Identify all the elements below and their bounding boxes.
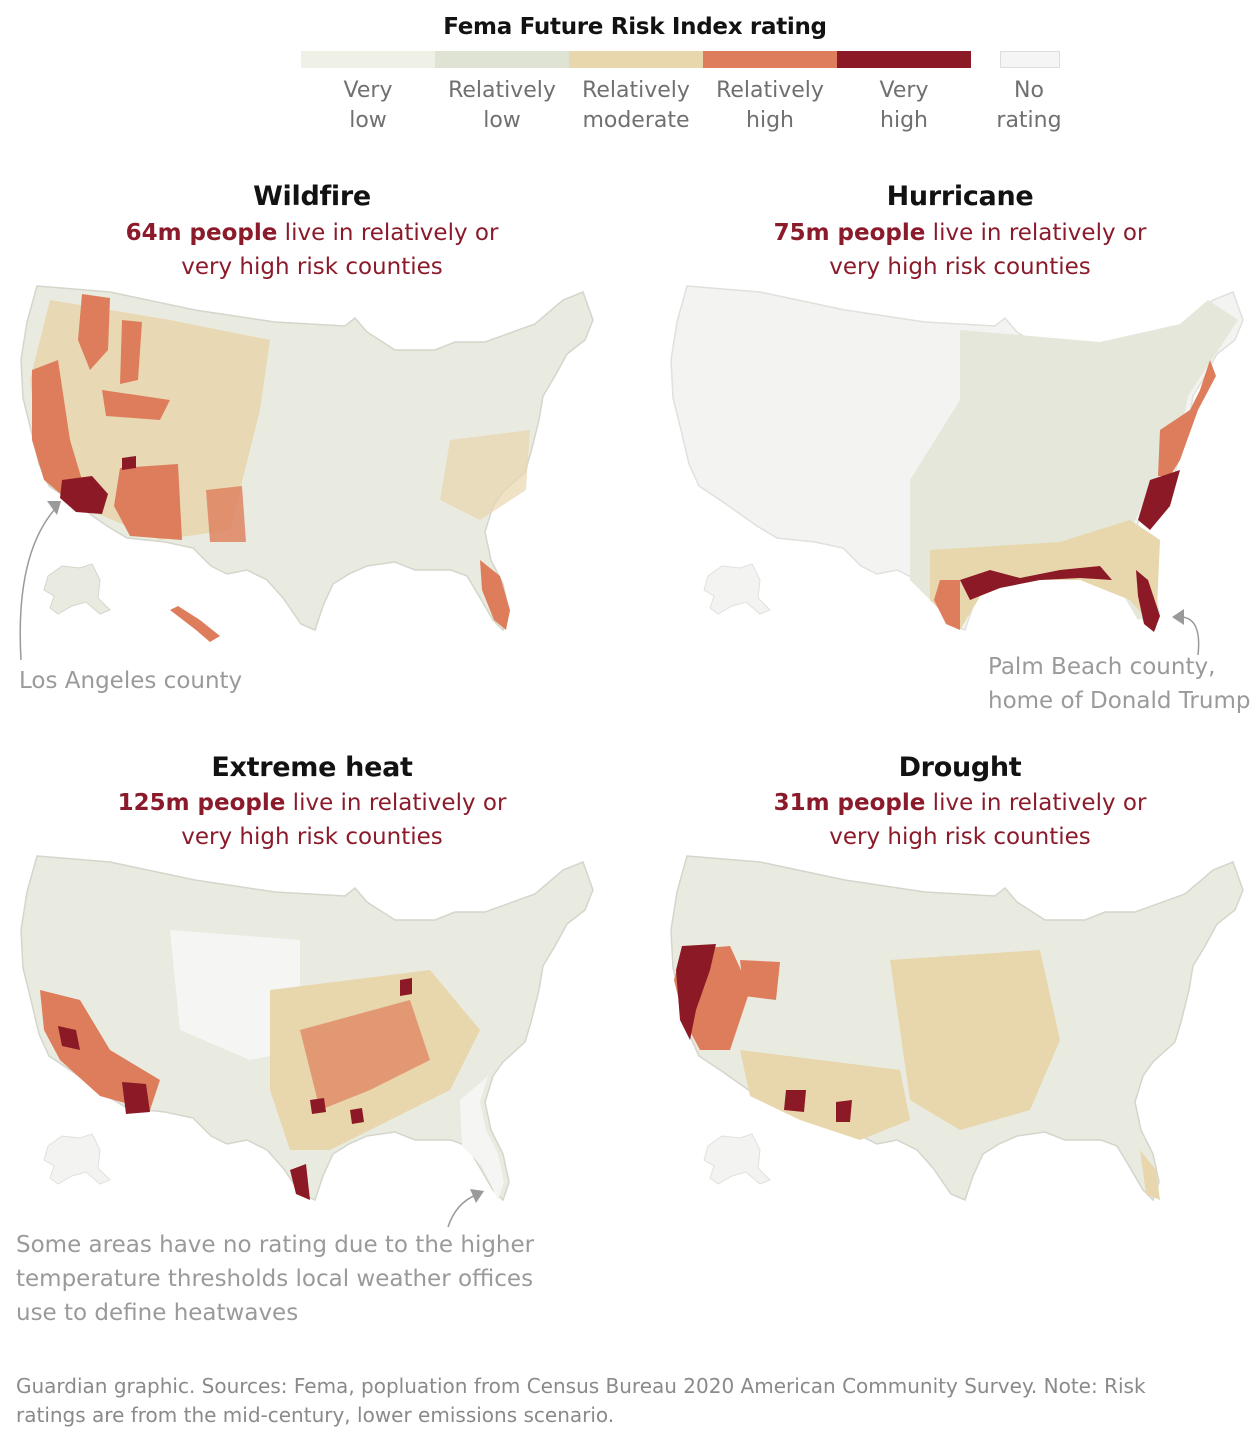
- texas-very-high: [290, 1164, 310, 1200]
- legend-swatch-relatively-high: [703, 51, 837, 68]
- heat-no-rating-annotation: Some areas have no rating due to the hig…: [16, 1232, 535, 1326]
- los-angeles-arrow: [19, 501, 61, 661]
- legend-label-relatively-high: Relatively high: [716, 78, 824, 133]
- wildfire-map: [20, 285, 594, 642]
- legend-label-relatively-low: Relatively low: [448, 78, 556, 133]
- nevada-high: [102, 390, 170, 420]
- carolina-coast-very-high: [1138, 470, 1180, 530]
- source-note: Guardian graphic. Sources: Fema, popluat…: [16, 1374, 1146, 1427]
- oregon-high: [78, 294, 110, 370]
- pacific-coast-high: [32, 360, 82, 500]
- arizona-very-high: [784, 1090, 806, 1112]
- central-high: [300, 1000, 430, 1110]
- extreme-heat-map: [20, 855, 594, 1201]
- appalachia-moderate: [440, 430, 530, 520]
- southwest-moderate: [740, 1050, 910, 1140]
- new-mexico-high: [206, 486, 246, 542]
- mountain-no-rating: [170, 930, 300, 1060]
- los-angeles-annotation: Los Angeles county: [19, 668, 243, 694]
- hurricane-map: [670, 285, 1244, 632]
- california-very-high: [58, 1026, 80, 1050]
- hawaii-shape: [170, 606, 220, 642]
- alaska-shape: [703, 1133, 771, 1185]
- arizona-high: [114, 464, 182, 540]
- utah-very-high: [122, 456, 136, 470]
- gulf-coast-very-high: [960, 566, 1112, 600]
- palm-beach-annotation: Palm Beach county, home of Donald Trump: [988, 654, 1251, 714]
- arizona-very-high: [122, 1082, 150, 1114]
- legend-swatch-very-low: [301, 51, 435, 68]
- hurricane-subtitle: 75m people live in relatively or very hi…: [773, 220, 1147, 280]
- legend-label-very-high: Very high: [879, 78, 929, 133]
- texas-very-high: [836, 1100, 852, 1122]
- atlantic-coast-high: [1158, 360, 1216, 476]
- california-high: [40, 990, 160, 1110]
- legend-swatch-no-rating: [1000, 51, 1060, 68]
- alaska-shape: [43, 1133, 111, 1185]
- legend-label-no-rating: No rating: [996, 78, 1062, 133]
- legend-title: Fema Future Risk Index rating: [443, 14, 827, 40]
- florida-high: [480, 560, 510, 630]
- extreme-heat-subtitle: 125m people live in relatively or very h…: [117, 790, 507, 850]
- drought-map: [670, 855, 1244, 1201]
- wildfire-title: Wildfire: [253, 181, 371, 212]
- california-very-high: [676, 944, 716, 1040]
- florida-moderate: [1140, 1150, 1160, 1200]
- legend-label-relatively-moderate: Relatively moderate: [582, 78, 690, 133]
- legend-label-very-low: Very low: [343, 78, 393, 133]
- extreme-heat-title: Extreme heat: [211, 752, 413, 783]
- palm-beach-arrow: [1172, 609, 1200, 656]
- midwest-very-high-dots: [310, 978, 412, 1124]
- legend-swatch-relatively-low: [435, 51, 569, 68]
- plains-moderate: [890, 950, 1060, 1130]
- wildfire-subtitle: 64m people live in relatively or very hi…: [125, 220, 499, 280]
- heat-no-rating-arrow: [447, 1189, 484, 1228]
- florida-no-rating: [460, 1076, 504, 1200]
- alaska-shape: [703, 563, 771, 615]
- texas-coast-high: [934, 580, 960, 630]
- drought-title: Drought: [898, 752, 1022, 783]
- palm-beach-county: [1136, 570, 1160, 632]
- drought-subtitle: 31m people live in relatively or very hi…: [773, 790, 1147, 850]
- legend-swatch-relatively-moderate: [569, 51, 703, 68]
- los-angeles-county: [60, 476, 108, 514]
- idaho-high: [120, 320, 142, 384]
- nevada-high: [740, 960, 780, 1000]
- legend-swatch-very-high: [837, 51, 971, 68]
- hurricane-title: Hurricane: [886, 181, 1034, 212]
